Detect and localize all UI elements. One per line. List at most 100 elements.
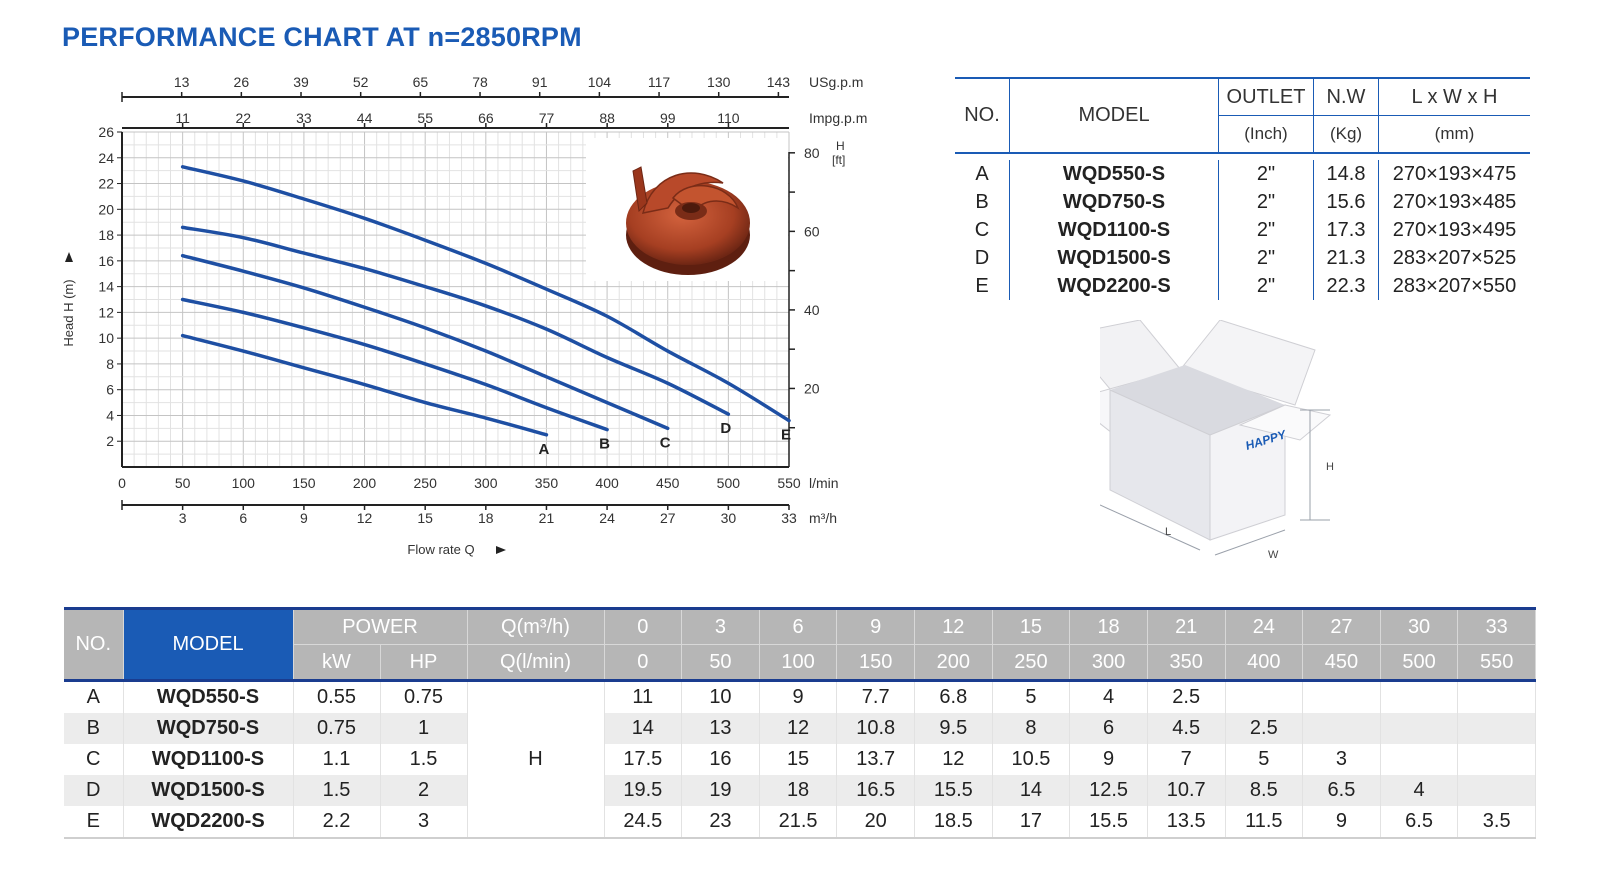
spec-outlet: 2": [1218, 272, 1314, 300]
perf-h-value: 9: [759, 680, 838, 713]
perf-row: D WQD1500-S 1.5 2 19.5 19 18 16.5 15.5 14 12.5 10.7…: [64, 775, 1536, 806]
spec-row: C WQD1100-S 2" 17.3 270×193×495: [955, 216, 1530, 244]
perf-header-model: MODEL: [123, 608, 294, 681]
perf-row: C WQD1100-S 1.1 1.5 17.5 16 15 13.7 12 10.5 9 7 5 3: [64, 744, 1536, 775]
perf-q-lmin-cell: 450: [1302, 644, 1381, 681]
m3h-tick-label: 15: [417, 510, 433, 526]
perf-model: WQD1100-S: [123, 744, 294, 775]
spec-no: C: [974, 218, 990, 241]
perf-model: WQD2200-S: [123, 806, 294, 838]
perf-h-value: [1380, 680, 1459, 713]
perf-h-value: 15.5: [914, 775, 993, 806]
spec-row: A WQD550-S 2" 14.8 270×193×475: [955, 160, 1530, 188]
spec-no: A: [975, 162, 989, 185]
impgpm-tick-label: 110: [717, 110, 740, 126]
perf-no: D: [64, 775, 124, 806]
y-tick-label: 20: [98, 201, 114, 217]
perf-q-m3h-cell: 18: [1069, 608, 1148, 645]
spec-header-dims-unit: (mm): [1378, 115, 1530, 153]
x-tick-label: 350: [535, 475, 559, 491]
perf-hp: 1.5: [380, 744, 468, 775]
y-tick-label: 6: [106, 382, 114, 398]
performance-table: NO. MODEL POWER Q(m³/h) 0 3 6 9 12 15 18…: [64, 607, 1536, 839]
impgpm-tick-label: 11: [175, 110, 190, 126]
m3h-tick-label: 24: [599, 510, 615, 526]
perf-q-m3h-cell: 21: [1147, 608, 1226, 645]
impgpm-tick-label: 88: [599, 110, 615, 126]
perf-h-value: 7.7: [836, 680, 915, 713]
usgpm-tick-label: 65: [413, 74, 429, 90]
m3h-tick-label: 33: [781, 510, 797, 526]
perf-q-m3h-cell: 33: [1457, 608, 1536, 645]
spec-row: E WQD2200-S 2" 22.3 283×207×550: [955, 272, 1530, 300]
perf-h-value: 19.5: [604, 775, 683, 806]
perf-no: E: [64, 806, 124, 838]
perf-kw: 0.55: [293, 680, 381, 713]
curve-b: [180, 297, 609, 432]
box-illustration: HAPPY L W H: [1100, 320, 1334, 561]
y-tick-label: 16: [98, 253, 114, 269]
spec-dims: 283×207×550: [1378, 272, 1530, 300]
perf-q-lmin-cell: 500: [1380, 644, 1459, 681]
m3h-tick-label: 12: [357, 510, 373, 526]
spec-model: WQD2200-S: [1009, 272, 1219, 300]
x-axis-arrow-icon: [496, 546, 506, 554]
perf-h-value: 23: [681, 806, 760, 838]
curve-label-a: A: [538, 441, 549, 458]
perf-q-lmin-cell: 550: [1457, 644, 1536, 681]
perf-q-m3h-cell: 27: [1302, 608, 1381, 645]
impgpm-tick-label: 66: [478, 110, 494, 126]
spec-nw: 17.3: [1313, 216, 1379, 244]
perf-row: E WQD2200-S 2.2 3 24.5 23 21.5 20 18.5 17 15.5 13.5…: [64, 806, 1536, 838]
x-tick-label: 0: [118, 475, 126, 491]
perf-q-m3h-cell: 24: [1225, 608, 1304, 645]
perf-no: C: [64, 744, 124, 775]
perf-q-lmin-cell: 400: [1225, 644, 1304, 681]
perf-h-value: 15.5: [1069, 806, 1148, 838]
y-tick-label: 2: [106, 433, 114, 449]
m3h-tick-label: 3: [179, 510, 187, 526]
spec-no: E: [975, 274, 989, 297]
spec-nw: 14.8: [1313, 160, 1379, 188]
perf-q-lmin-cell: 100: [759, 644, 838, 681]
impgpm-tick-label: 77: [539, 110, 555, 126]
perf-h-value: 9: [1302, 806, 1381, 838]
spec-dims: 270×193×495: [1378, 216, 1530, 244]
perf-hp: 2: [380, 775, 468, 806]
spec-nw: 22.3: [1313, 272, 1379, 300]
perf-q-m3h-cell: 9: [836, 608, 915, 645]
perf-row: A WQD550-S 0.55 0.75 H 11 10 9 7.7 6.8 5 4 2.5: [64, 680, 1536, 838]
perf-h-value: 5: [992, 680, 1071, 713]
impeller-image: [626, 166, 750, 275]
perf-h-value: 11: [604, 680, 683, 713]
x-tick-label: 300: [474, 475, 498, 491]
x-tick-label: 400: [595, 475, 619, 491]
impgpm-unit-label: Impg.p.m: [809, 110, 867, 126]
spec-outlet: 2": [1218, 160, 1314, 188]
spec-model: WQD750-S: [1009, 188, 1219, 216]
spec-model: WQD1500-S: [1009, 244, 1219, 272]
spec-header-dims: L x W x H: [1378, 78, 1530, 116]
perf-h-value: 3.5: [1457, 806, 1536, 838]
perf-h-value: 16: [681, 744, 760, 775]
ft-tick-label: 40: [804, 302, 820, 318]
perf-h-value: 17.5: [604, 744, 683, 775]
impgpm-tick-label: 22: [235, 110, 251, 126]
perf-h-value: [1380, 744, 1459, 775]
perf-h-value: 11.5: [1225, 806, 1304, 838]
curve-e: [180, 165, 791, 423]
perf-h-value: [1457, 713, 1536, 744]
perf-q-m3h-cell: 15: [992, 608, 1071, 645]
perf-h-value: 14: [604, 713, 683, 744]
usgpm-tick-label: 130: [707, 74, 731, 90]
m3h-unit-label: m³/h: [809, 510, 837, 526]
spec-dims: 283×207×525: [1378, 244, 1530, 272]
perf-h-value: [1380, 713, 1459, 744]
perf-h-value: 24.5: [604, 806, 683, 838]
perf-hp: 0.75: [380, 680, 468, 713]
x-unit-label: l/min: [809, 475, 839, 491]
impgpm-tick-label: 44: [357, 110, 373, 126]
usgpm-tick-label: 104: [588, 74, 612, 90]
curve-c: [180, 253, 670, 431]
y-tick-label: 12: [98, 304, 114, 320]
